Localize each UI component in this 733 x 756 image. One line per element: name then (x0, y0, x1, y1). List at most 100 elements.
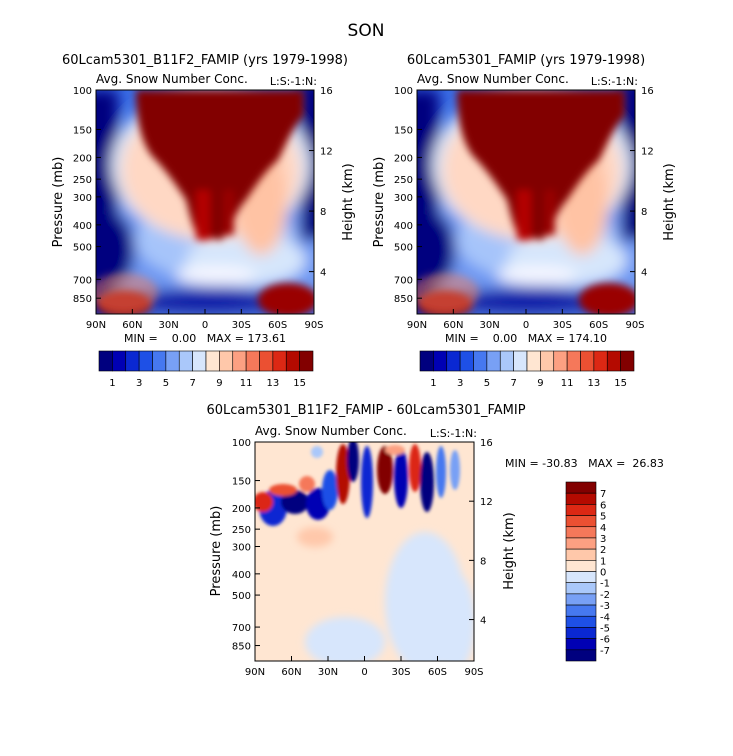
y-tick-label: 700 (232, 623, 251, 634)
y-right-tick-label: 4 (480, 616, 486, 627)
panel-subtitle-right: L:S:-1:N: (430, 427, 477, 440)
colorbar-label: 3 (600, 534, 606, 545)
y-axis-label-right: Height (km) (662, 163, 677, 240)
y-right-tick-label: 12 (320, 147, 333, 158)
colorbar-swatch (219, 350, 234, 372)
y-tick-label: 100 (232, 438, 251, 449)
colorbar-swatch (580, 350, 595, 372)
colorbar-label: 3 (136, 378, 142, 389)
y-tick-label: 150 (394, 125, 413, 136)
y-tick-label: 250 (73, 175, 92, 186)
x-tick-label: 60N (122, 320, 142, 331)
colorbar-swatch (259, 350, 274, 372)
y-tick-label: 200 (394, 153, 413, 164)
colorbar-swatch (125, 350, 140, 372)
x-tick-label: 90N (245, 667, 265, 678)
x-tick-label: 30N (318, 667, 338, 678)
colorbar-swatch (565, 615, 597, 628)
y-right-tick-label: 4 (320, 268, 326, 279)
colorbar-swatch (565, 649, 597, 662)
y-tick-label: 200 (73, 153, 92, 164)
colorbar-swatch (299, 350, 314, 372)
x-ticks: 90N 60N 30N 0 30S 60S 90S (245, 656, 484, 678)
colorbar-swatch (565, 571, 597, 583)
y-tick-label: 500 (394, 243, 413, 254)
x-tick-label: 60S (268, 320, 287, 331)
panel-subtitle-right: L:S:-1:N: (591, 75, 638, 88)
colorbar-swatch (112, 350, 127, 372)
x-tick-label: 0 (523, 320, 529, 331)
colorbar-label: 11 (240, 378, 253, 389)
x-ticks: 90N 60N 30N 0 30S 60S 90S (407, 309, 645, 331)
y-axis-label-right: Height (km) (502, 512, 517, 589)
panel-subtitle-right: L:S:-1:N: (270, 75, 317, 88)
colorbar-swatch (565, 537, 597, 550)
panel-subtitle: Avg. Snow Number Conc. (96, 72, 248, 86)
colorbar-label: 15 (293, 378, 306, 389)
colorbar-label: 1 (600, 556, 606, 567)
colorbar: 1 3 5 7 9 11 13 15 (419, 350, 635, 389)
x-ticks: 90N 60N 30N 0 30S 60S 90S (86, 309, 324, 331)
y-right-tick-label: 16 (641, 86, 654, 97)
panel-title: 60Lcam5301_B11F2_FAMIP (yrs 1979-1998) (62, 53, 348, 68)
colorbar-swatch (205, 350, 220, 372)
colorbar-swatch (499, 350, 514, 372)
colorbar-label: 4 (600, 523, 606, 534)
panel-difference: 60Lcam5301_B11F2_FAMIP - 60Lcam5301_FAMI… (206, 403, 663, 678)
y-ticks-right: 16 12 8 4 (630, 86, 654, 279)
colorbar-label: 2 (600, 545, 606, 556)
y-tick-label: 850 (394, 294, 413, 305)
colorbar: 1 3 5 7 9 11 13 15 (98, 350, 314, 389)
colorbar-swatch (433, 350, 448, 372)
colorbar-swatch (565, 593, 597, 606)
colorbar-label: 15 (614, 378, 627, 389)
colorbar-label: 13 (267, 378, 280, 389)
y-right-tick-label: 4 (641, 268, 647, 279)
y-tick-label: 500 (232, 591, 251, 602)
y-tick-label: 700 (73, 275, 92, 286)
y-tick-label: 400 (232, 570, 251, 581)
heatmap-field (376, 80, 676, 320)
figure-title: SON (348, 21, 385, 41)
colorbar-label: 9 (216, 378, 222, 389)
y-ticks: 100 150 200 250 300 400 500 700 850 (73, 86, 101, 305)
colorbar-swatch (593, 350, 608, 372)
colorbar-label: 6 (600, 500, 606, 511)
y-tick-label: 250 (232, 525, 251, 536)
colorbar-label: 3 (457, 378, 463, 389)
y-tick-label: 100 (73, 86, 92, 97)
colorbar-swatch (419, 350, 434, 372)
colorbar-swatch (245, 350, 260, 372)
y-right-tick-label: 12 (480, 497, 493, 508)
y-axis-label: Pressure (mb) (372, 157, 387, 248)
y-right-tick-label: 8 (480, 556, 486, 567)
colorbar-label: -7 (600, 646, 610, 657)
colorbar-label: 13 (588, 378, 601, 389)
panel-stats: MIN = -30.83 MAX = 26.83 (505, 457, 664, 470)
colorbar-swatch (446, 350, 461, 372)
colorbar-label: 5 (484, 378, 490, 389)
colorbar-swatch (565, 526, 597, 539)
colorbar-swatch (138, 350, 153, 372)
y-ticks: 100 150 200 250 300 400 500 700 850 (394, 86, 422, 305)
colorbar-swatch (565, 504, 597, 516)
panel-stats: MIN = 0.00 MAX = 173.61 (124, 332, 286, 345)
colorbar-swatch (459, 350, 474, 372)
x-tick-label: 60S (589, 320, 608, 331)
colorbar-swatch (513, 350, 528, 372)
panel-famip: 60Lcam5301_FAMIP (yrs 1979-1998) Avg. Sn… (372, 53, 677, 389)
y-axis-label: Pressure (mb) (51, 157, 66, 248)
y-tick-label: 700 (394, 275, 413, 286)
y-tick-label: 250 (394, 175, 413, 186)
colorbar-swatch (565, 481, 597, 494)
y-tick-label: 300 (232, 542, 251, 553)
colorbar-swatch (565, 604, 597, 617)
colorbar-swatch (565, 515, 597, 528)
x-tick-label: 30S (391, 667, 410, 678)
colorbar-label: 11 (561, 378, 574, 389)
heatmap-field (55, 80, 355, 320)
colorbar-swatch (98, 350, 113, 372)
y-right-tick-label: 16 (320, 86, 333, 97)
panel-title: 60Lcam5301_B11F2_FAMIP - 60Lcam5301_FAMI… (206, 403, 525, 418)
